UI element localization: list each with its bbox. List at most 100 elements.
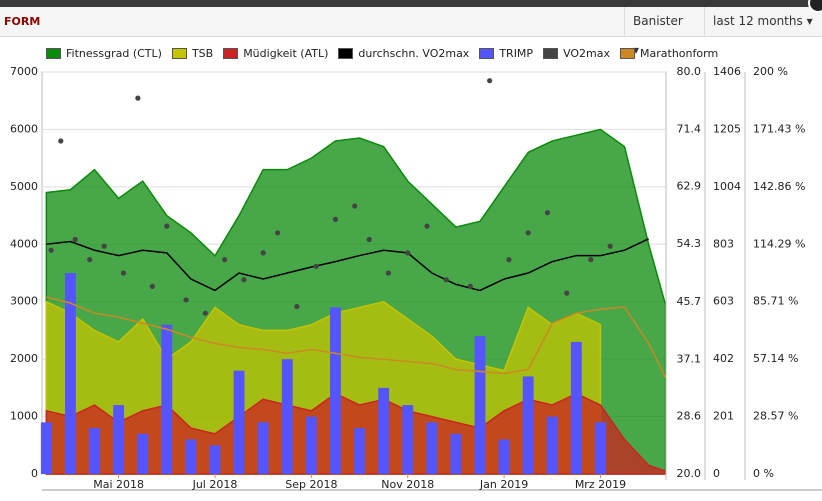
point [506,257,512,263]
point [525,230,531,236]
legend-item[interactable]: durchschn. VO2max [338,47,469,60]
legend-item[interactable]: Marathonform [620,47,718,60]
legend-item[interactable]: TSB [171,47,214,60]
point [87,257,93,263]
bar [522,376,534,474]
y2-tick-label: 20.0 [677,467,702,480]
bar [595,422,606,474]
x-tick-label: Mrz 2019 [575,478,626,491]
y4-tick-label: 0 % [753,467,774,480]
point [222,257,228,263]
bar [65,273,76,474]
point [467,283,473,289]
bar [257,422,269,474]
x-tick-label: Sep 2018 [285,478,337,491]
point [385,270,392,276]
point [564,290,570,296]
y-tick-label: 7000 [10,65,38,78]
legend-label: TSB [191,47,214,60]
legend-swatch [171,48,187,59]
point [405,250,411,256]
legend-swatch [338,48,354,59]
point [164,223,170,229]
model-dropdown[interactable]: Banister ▾ [624,7,697,57]
bar [89,428,100,474]
header: FORM Banister ▾ last 12 months ▾ [0,7,822,57]
bar [305,416,317,474]
legend-label: Marathonform [640,47,719,60]
bar [498,439,510,474]
y2-tick-label: 71.4 [677,123,702,136]
point [352,203,358,209]
x-tick-label: Jul 2018 [192,478,238,491]
y4-tick-label: 114.29 % [753,237,805,250]
point [366,236,372,243]
legend-label: Müdigkeit (ATL) [243,47,329,60]
y3-tick-label: 402 [713,352,734,365]
y4-tick-label: 85.71 % [753,295,798,308]
y3-tick-label: 603 [713,295,734,308]
range-dropdown[interactable]: last 12 months ▾ [704,7,822,36]
close-button[interactable] [808,0,822,13]
y3-tick-label: 803 [713,237,734,250]
point [72,236,78,243]
bar [113,405,125,474]
point [202,310,208,316]
legend-item[interactable]: VO2max [543,47,610,60]
y-tick-label: 5000 [10,180,38,193]
y3-tick-label: 1406 [713,65,741,78]
point [544,210,551,216]
point [424,223,430,229]
legend-item[interactable]: Müdigkeit (ATL) [223,47,328,60]
point [58,138,64,144]
legend-label: durchschn. VO2max [358,47,470,60]
y3-tick-label: 201 [713,410,734,423]
bar [378,387,390,474]
legend-swatch [620,48,636,59]
legend-item[interactable]: Fitnessgrad (CTL) [46,47,162,60]
y-tick-label: 2000 [10,352,38,365]
y3-tick-label: 1205 [713,122,741,135]
point [120,270,127,276]
point [275,230,281,236]
legend: Fitnessgrad (CTL) TSB Müdigkeit (ATL) durch… [46,47,718,60]
x-tick-label: Mai 2018 [93,478,144,491]
point [294,303,300,310]
y4-tick-label: 57.14 % [753,352,798,365]
y3-tick-label: 1004 [713,180,741,193]
legend-label: VO2max [563,47,611,60]
y4-tick-label: 200 % [753,65,788,78]
top-bar [0,0,822,7]
y2-tick-label: 54.3 [677,237,702,250]
model-label: Banister [633,14,683,28]
y2-tick-label: 80.0 [677,65,702,78]
y-tick-label: 6000 [10,122,38,135]
y2-tick-label: 62.9 [677,180,702,193]
y-tick-label: 0 [31,467,38,480]
y-tick-label: 3000 [10,295,38,308]
bar [474,336,486,474]
panel-title: FORM [4,15,41,28]
legend-item[interactable]: TRIMP [479,47,533,60]
x-tick-label: Nov 2018 [381,478,434,491]
legend-swatch [46,48,61,59]
y2-tick-label: 45.7 [677,295,702,308]
line [46,296,667,378]
point [487,78,493,84]
bar [185,439,197,474]
point [588,257,594,263]
bar [450,433,462,474]
point [135,95,141,101]
point [313,263,319,269]
point [241,277,247,283]
bar [209,445,221,474]
y2-tick-label: 28.6 [677,409,702,422]
y2-tick-label: 37.1 [677,352,702,365]
point [101,243,107,249]
bar [233,370,245,474]
y4-tick-label: 28.57 % [753,410,798,423]
bar [402,405,414,474]
point [443,277,449,283]
